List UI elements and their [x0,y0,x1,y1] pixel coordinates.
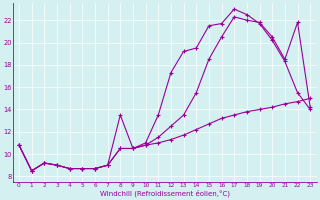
X-axis label: Windchill (Refroidissement éolien,°C): Windchill (Refroidissement éolien,°C) [100,189,229,197]
